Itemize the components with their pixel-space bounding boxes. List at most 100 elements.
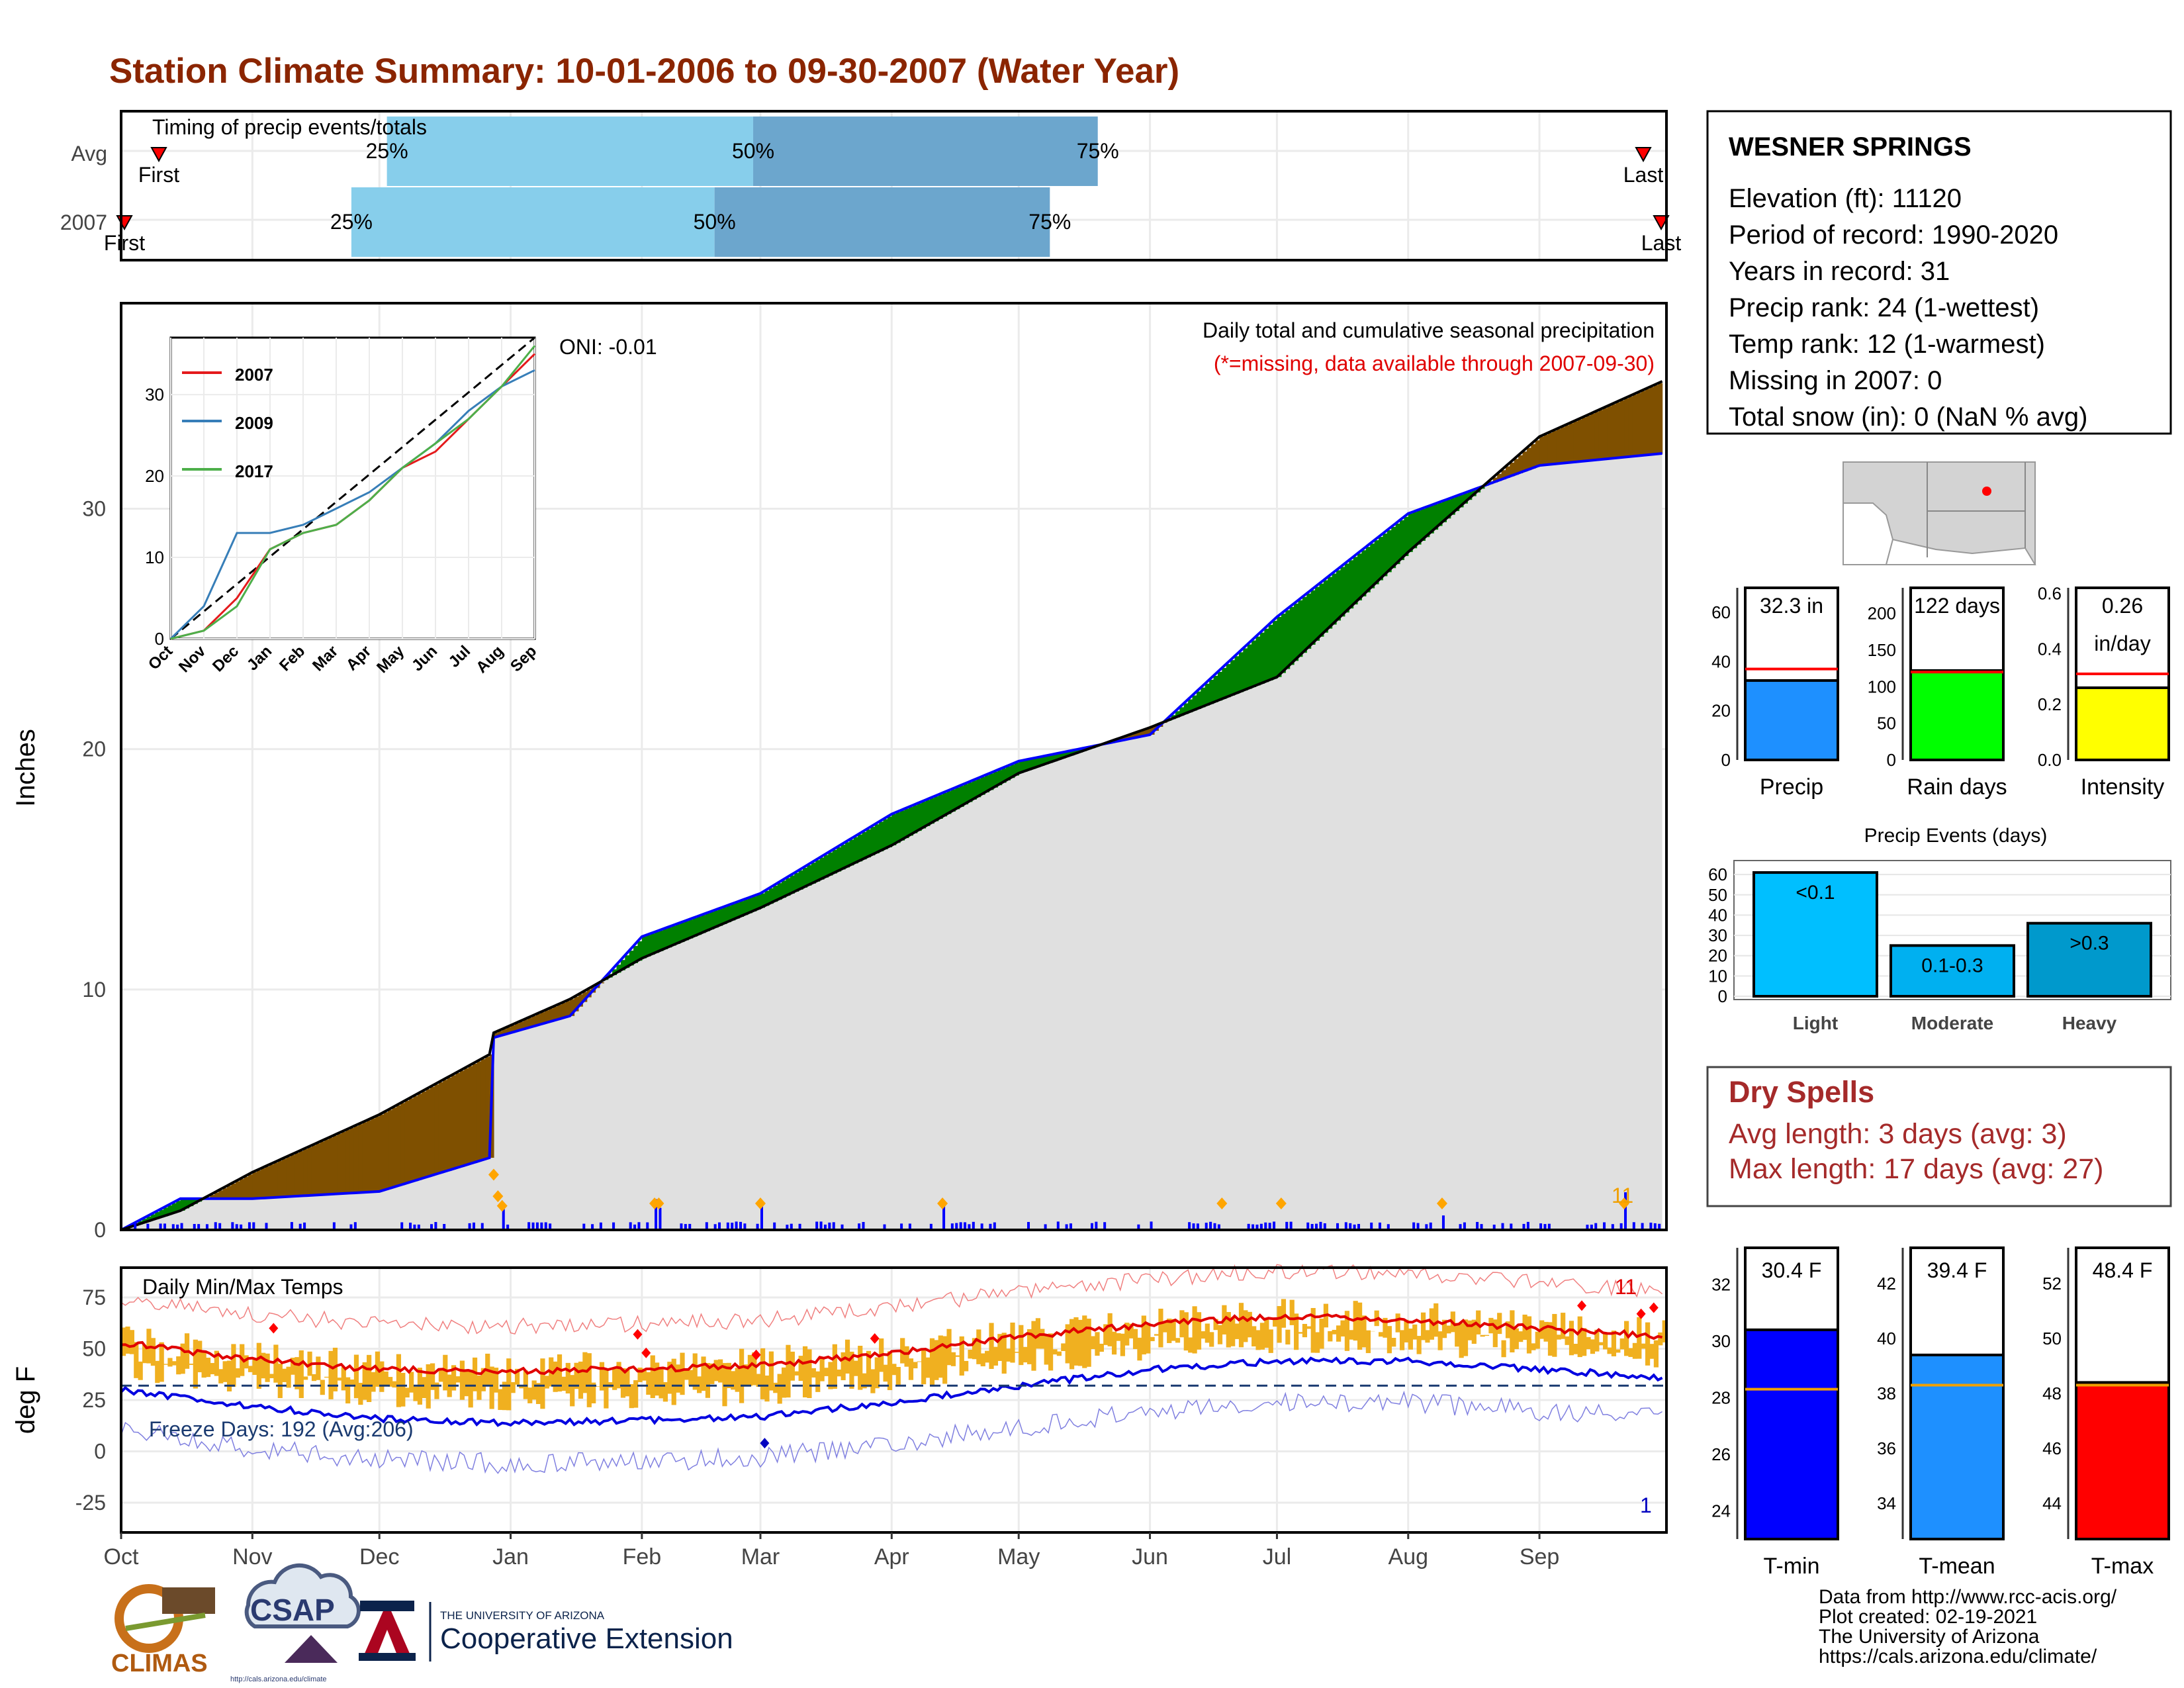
temp-range-bar — [1662, 1320, 1667, 1342]
temp-range-bar — [832, 1344, 837, 1389]
temp-value-label: 48.4 F — [2093, 1258, 2153, 1282]
departure-band — [341, 1131, 346, 1194]
daily-precip-bar — [972, 1221, 975, 1230]
departure-band — [768, 888, 774, 904]
temp-bar-tick: 40 — [1877, 1329, 1896, 1348]
month-label: Sep — [1520, 1544, 1560, 1570]
temp-range-bar — [1361, 1315, 1367, 1348]
events-tick-label: 60 — [1708, 865, 1727, 884]
departure-band — [1641, 391, 1646, 456]
temp-range-bar — [438, 1370, 443, 1382]
daily-precip-bar — [353, 1222, 357, 1230]
departure-band — [874, 824, 880, 854]
departure-band — [972, 780, 977, 800]
daily-precip-bar — [1412, 1222, 1416, 1230]
temp-range-bar — [282, 1368, 287, 1382]
departure-band — [498, 1031, 503, 1037]
daily-precip-bar — [1268, 1223, 1271, 1230]
daily-precip-bar — [798, 1223, 801, 1230]
y-tick-label: 20 — [82, 737, 106, 761]
temp-bar — [1909, 1353, 2005, 1541]
footer-university: The University of Arizona — [1819, 1626, 2040, 1648]
daily-precip-bar — [443, 1223, 446, 1230]
departure-band — [756, 894, 761, 910]
temp-range-bar — [125, 1326, 130, 1354]
first-label: First — [104, 231, 145, 255]
temp-range-bar — [1006, 1348, 1011, 1362]
temp-range-bar — [823, 1368, 829, 1376]
mini-tick-label: 50 — [1877, 714, 1896, 733]
temp-bar — [1744, 1328, 1839, 1541]
inset-y-tick: 30 — [145, 385, 164, 404]
temp-range-bar — [929, 1338, 935, 1385]
departure-band — [514, 1023, 520, 1032]
temp-range-bar — [993, 1346, 999, 1366]
temp-range-bar — [295, 1357, 300, 1389]
temp-range-bar — [400, 1372, 406, 1407]
daily-precip-bar — [1027, 1221, 1030, 1230]
temp-range-bar — [1044, 1334, 1049, 1365]
missing-note: (*=missing, data available through 2007-… — [1214, 352, 1655, 375]
temperature-bars: 24 26 28 30 32 30.4 F T-min 34 36 38 40 42 39.4 F T-m… — [1711, 1246, 2170, 1579]
temp-range-bar — [1653, 1340, 1659, 1368]
daily-precip-bar — [409, 1223, 412, 1230]
departure-band — [819, 857, 825, 880]
departure-band — [612, 969, 617, 976]
temp-range-bar — [959, 1336, 964, 1376]
temp-value-label: 30.4 F — [1762, 1258, 1822, 1282]
temp-range-bar — [870, 1369, 876, 1393]
departure-band — [1323, 580, 1328, 633]
departure-band — [1306, 593, 1312, 649]
temp-range-bar — [904, 1346, 909, 1367]
temp-range-bar — [773, 1382, 778, 1393]
record-high-marker — [633, 1329, 643, 1340]
departure-band — [1061, 752, 1066, 759]
departure-band — [171, 1203, 177, 1214]
temp-range-bar — [612, 1368, 617, 1390]
departure-band — [989, 773, 994, 790]
daily-precip-bar — [993, 1222, 996, 1230]
departure-band — [379, 1114, 385, 1192]
temp-range-bar — [1099, 1343, 1104, 1352]
temp-range-bar — [1573, 1344, 1578, 1354]
departure-band — [895, 812, 901, 843]
temp-range-bar — [226, 1360, 232, 1391]
temp-range-bar — [858, 1346, 863, 1390]
departure-band — [1183, 703, 1189, 714]
temp-range-bar — [1116, 1333, 1121, 1341]
daily-precip-bar — [684, 1224, 687, 1230]
departure-band — [1175, 711, 1180, 718]
temp-range-bar — [146, 1329, 152, 1364]
temp-range-bar — [849, 1351, 854, 1389]
departure-band — [1328, 577, 1333, 629]
departure-band — [383, 1112, 388, 1190]
temp-range-bar — [540, 1358, 545, 1409]
mini-tick-label: 20 — [1711, 701, 1731, 721]
daily-precip-bar — [964, 1222, 967, 1230]
temp-range-bar — [837, 1369, 842, 1377]
temp-bar-tick: 30 — [1711, 1331, 1731, 1351]
station-box: WESNER SPRINGS Elevation (ft): 11120 Per… — [1706, 110, 2172, 435]
departure-band — [671, 925, 676, 946]
daily-precip-bar — [1425, 1224, 1428, 1230]
temp-range-bar — [176, 1356, 181, 1375]
temp-range-bar — [1146, 1323, 1151, 1354]
departure-band — [841, 845, 846, 870]
departure-band — [142, 1219, 147, 1223]
departure-band — [853, 837, 858, 864]
temp-range-bar — [1328, 1331, 1333, 1342]
departure-band — [417, 1094, 422, 1180]
departure-band — [298, 1150, 304, 1196]
temp-range-bar — [781, 1367, 787, 1398]
departure-band — [620, 960, 625, 970]
departure-band — [879, 821, 884, 852]
record-high-marker — [870, 1333, 880, 1344]
departure-band — [904, 808, 909, 839]
departure-band — [1277, 616, 1282, 677]
inset-month-label: Dec — [209, 642, 242, 675]
departure-band — [887, 816, 892, 847]
departure-band — [1230, 660, 1236, 696]
daily-precip-bar — [1590, 1224, 1593, 1230]
temp-range-bar — [1069, 1319, 1075, 1370]
temp-range-bar — [519, 1385, 524, 1389]
